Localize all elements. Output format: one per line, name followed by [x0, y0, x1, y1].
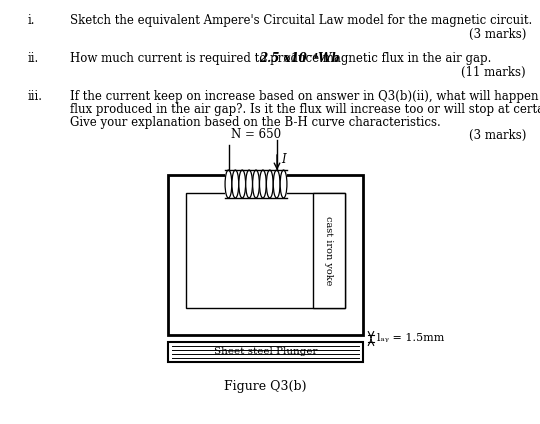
Ellipse shape: [253, 170, 259, 198]
Text: iii.: iii.: [28, 90, 43, 103]
Ellipse shape: [280, 170, 287, 198]
Ellipse shape: [260, 170, 266, 198]
Ellipse shape: [246, 170, 253, 198]
Text: Sheet steel Plunger: Sheet steel Plunger: [214, 348, 318, 357]
Text: flux produced in the air gap?. Is it the flux will increase too or will stop at : flux produced in the air gap?. Is it the…: [70, 103, 540, 116]
Text: magnetic flux in the air gap.: magnetic flux in the air gap.: [319, 52, 492, 65]
Text: cast iron yoke: cast iron yoke: [325, 216, 334, 285]
Text: N = 650: N = 650: [231, 128, 281, 141]
Text: If the current keep on increase based on answer in Q3(b)(ii), what will happen t: If the current keep on increase based on…: [70, 90, 540, 103]
Text: (3 marks): (3 marks): [469, 28, 526, 41]
Ellipse shape: [266, 170, 273, 198]
Bar: [168, 175, 363, 335]
Text: I: I: [281, 153, 286, 166]
Ellipse shape: [273, 170, 280, 198]
Ellipse shape: [232, 170, 239, 198]
Text: How much current is required to produce: How much current is required to produce: [70, 52, 323, 65]
Text: Give your explanation based on the B-H curve characteristics.: Give your explanation based on the B-H c…: [70, 116, 441, 129]
Text: 2.5 x10⁻⁴Wb: 2.5 x10⁻⁴Wb: [259, 52, 340, 65]
Text: i.: i.: [28, 14, 36, 27]
Bar: [168, 342, 363, 362]
Text: Sketch the equivalent Ampere's Circuital Law model for the magnetic circuit.: Sketch the equivalent Ampere's Circuital…: [70, 14, 532, 27]
Bar: [225, 170, 287, 198]
Text: Figure Q3(b): Figure Q3(b): [224, 380, 307, 393]
Bar: [186, 193, 345, 308]
Text: ii.: ii.: [28, 52, 39, 65]
Bar: [313, 193, 345, 308]
Ellipse shape: [225, 170, 232, 198]
Text: lₐᵧ = 1.5mm: lₐᵧ = 1.5mm: [377, 334, 444, 343]
Text: (11 marks): (11 marks): [461, 66, 526, 79]
Ellipse shape: [239, 170, 246, 198]
Text: (3 marks): (3 marks): [469, 129, 526, 142]
